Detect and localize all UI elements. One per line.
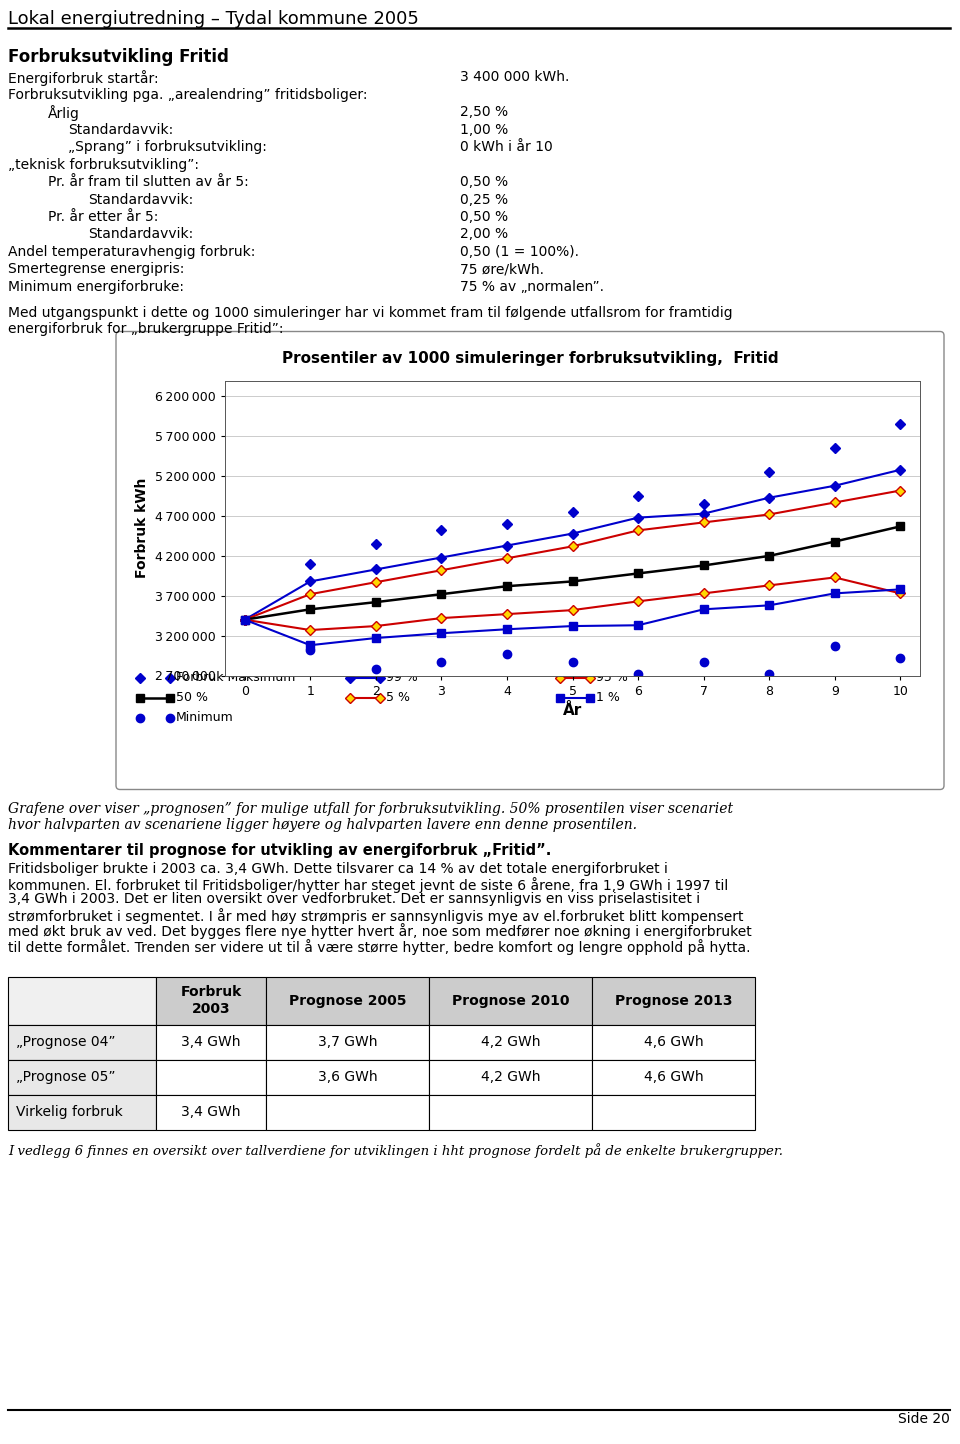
- Text: 3 400 000 kWh.: 3 400 000 kWh.: [460, 69, 569, 84]
- Text: 75 % av „normalen”.: 75 % av „normalen”.: [460, 280, 604, 295]
- Text: 3,4 GWh i 2003. Det er liten oversikt over vedforbruket. Det er sannsynligvis en: 3,4 GWh i 2003. Det er liten oversikt ov…: [8, 892, 700, 907]
- Text: Andel temperaturavhengig forbruk:: Andel temperaturavhengig forbruk:: [8, 245, 255, 258]
- Text: 75 øre/kWh.: 75 øre/kWh.: [460, 263, 544, 276]
- Text: Side 20: Side 20: [899, 1412, 950, 1427]
- Text: 0,50 %: 0,50 %: [460, 209, 508, 224]
- Y-axis label: Forbruk kWh: Forbruk kWh: [135, 478, 150, 578]
- Text: Årlig: Årlig: [48, 105, 80, 121]
- Text: 3,6 GWh: 3,6 GWh: [318, 1070, 377, 1084]
- Text: 1 %: 1 %: [596, 692, 620, 705]
- Bar: [429, 1095, 592, 1129]
- Text: 3,4 GWh: 3,4 GWh: [181, 1035, 241, 1048]
- Bar: [8, 1024, 156, 1060]
- Text: Kommentarer til prognose for utvikling av energiforbruk „Fritid”.: Kommentarer til prognose for utvikling a…: [8, 843, 551, 859]
- Bar: [429, 976, 592, 1024]
- Text: 0,50 (1 = 100%).: 0,50 (1 = 100%).: [460, 245, 579, 258]
- Text: „teknisk forbruksutvikling”:: „teknisk forbruksutvikling”:: [8, 157, 199, 172]
- Text: til dette formålet. Trenden ser videre ut til å være større hytter, bedre komfor: til dette formålet. Trenden ser videre u…: [8, 939, 751, 954]
- Bar: [592, 1024, 755, 1060]
- Text: 50 %: 50 %: [176, 692, 208, 705]
- Bar: [266, 1024, 429, 1060]
- Bar: [8, 1095, 156, 1129]
- Text: Minimum: Minimum: [176, 710, 233, 723]
- Text: 2,50 %: 2,50 %: [460, 105, 508, 118]
- Text: 4,2 GWh: 4,2 GWh: [481, 1070, 540, 1084]
- Bar: [266, 1095, 429, 1129]
- Text: Smertegrense energipris:: Smertegrense energipris:: [8, 263, 184, 276]
- Text: 3,7 GWh: 3,7 GWh: [318, 1035, 377, 1048]
- Text: I vedlegg 6 finnes en oversikt over tallverdiene for utviklingen i hht prognose : I vedlegg 6 finnes en oversikt over tall…: [8, 1144, 783, 1158]
- Text: Forbruksutvikling Fritid: Forbruksutvikling Fritid: [8, 48, 228, 66]
- Text: 5 %: 5 %: [386, 692, 410, 705]
- Bar: [429, 1060, 592, 1095]
- Text: Energiforbruk startår:: Energiforbruk startår:: [8, 69, 158, 87]
- Text: 95 %: 95 %: [596, 671, 628, 684]
- Text: 0 kWh i år 10: 0 kWh i år 10: [460, 140, 553, 155]
- Bar: [592, 1095, 755, 1129]
- Text: 2,00 %: 2,00 %: [460, 228, 508, 241]
- Bar: [8, 1060, 156, 1095]
- Bar: [156, 1095, 266, 1129]
- Text: Minimum energiforbruke:: Minimum energiforbruke:: [8, 280, 184, 295]
- Text: Med utgangspunkt i dette og 1000 simuleringer har vi kommet fram til følgende ut: Med utgangspunkt i dette og 1000 simuler…: [8, 306, 732, 319]
- Text: hvor halvparten av scenariene ligger høyere og halvparten lavere enn denne prose: hvor halvparten av scenariene ligger høy…: [8, 817, 637, 832]
- Text: 0,25 %: 0,25 %: [460, 192, 508, 206]
- Bar: [266, 976, 429, 1024]
- Bar: [429, 1024, 592, 1060]
- X-axis label: År: År: [563, 703, 582, 718]
- Text: Fritidsboliger brukte i 2003 ca. 3,4 GWh. Dette tilsvarer ca 14 % av det totale : Fritidsboliger brukte i 2003 ca. 3,4 GWh…: [8, 862, 668, 875]
- Bar: [592, 976, 755, 1024]
- Text: Pr. år fram til slutten av år 5:: Pr. år fram til slutten av år 5:: [48, 175, 249, 189]
- Text: Standardavvik:: Standardavvik:: [88, 192, 193, 206]
- Text: Standardavvik:: Standardavvik:: [68, 123, 173, 137]
- Text: 1,00 %: 1,00 %: [460, 123, 508, 137]
- Text: Forbruksutvikling pga. „arealendring” fritidsboliger:: Forbruksutvikling pga. „arealendring” fr…: [8, 88, 368, 101]
- Bar: [156, 976, 266, 1024]
- Text: strømforbruket i segmentet. I år med høy strømpris er sannsynligvis mye av el.fo: strømforbruket i segmentet. I år med høy…: [8, 908, 743, 924]
- Bar: [8, 976, 156, 1024]
- Bar: [156, 1060, 266, 1095]
- Text: Prognose 2005: Prognose 2005: [289, 993, 406, 1008]
- Text: Prognose 2013: Prognose 2013: [614, 993, 732, 1008]
- Bar: [156, 1024, 266, 1060]
- Bar: [592, 1060, 755, 1095]
- Text: „Prognose 04”: „Prognose 04”: [16, 1035, 115, 1048]
- Bar: [266, 1060, 429, 1095]
- Text: Standardavvik:: Standardavvik:: [88, 228, 193, 241]
- Text: Pr. år etter år 5:: Pr. år etter år 5:: [48, 209, 158, 224]
- Text: kommunen. El. forbruket til Fritidsboliger/hytter har steget jevnt de siste 6 år: kommunen. El. forbruket til Fritidsbolig…: [8, 877, 729, 892]
- Text: 0,50 %: 0,50 %: [460, 175, 508, 189]
- Text: Lokal energiutredning – Tydal kommune 2005: Lokal energiutredning – Tydal kommune 20…: [8, 10, 419, 27]
- Text: med økt bruk av ved. Det bygges flere nye hytter hvert år, noe som medfører noe : med økt bruk av ved. Det bygges flere ny…: [8, 924, 752, 940]
- Text: „Prognose 05”: „Prognose 05”: [16, 1070, 115, 1084]
- Text: Forbruk Maksimum: Forbruk Maksimum: [176, 671, 296, 684]
- Text: „Sprang” i forbruksutvikling:: „Sprang” i forbruksutvikling:: [68, 140, 267, 155]
- Text: 99 %: 99 %: [386, 671, 418, 684]
- Text: energiforbruk for „brukergruppe Fritid”:: energiforbruk for „brukergruppe Fritid”:: [8, 322, 283, 335]
- Text: Prosentiler av 1000 simuleringer forbruksutvikling,  Fritid: Prosentiler av 1000 simuleringer forbruk…: [281, 351, 779, 367]
- Text: 4,6 GWh: 4,6 GWh: [644, 1070, 704, 1084]
- Text: 4,2 GWh: 4,2 GWh: [481, 1035, 540, 1048]
- Text: Prognose 2010: Prognose 2010: [452, 993, 569, 1008]
- Text: Virkelig forbruk: Virkelig forbruk: [16, 1105, 123, 1119]
- FancyBboxPatch shape: [116, 332, 944, 790]
- Text: 3,4 GWh: 3,4 GWh: [181, 1105, 241, 1119]
- Text: 4,6 GWh: 4,6 GWh: [644, 1035, 704, 1048]
- Text: Forbruk
2003: Forbruk 2003: [180, 985, 242, 1015]
- Text: Grafene over viser „prognosen” for mulige utfall for forbruksutvikling. 50% pros: Grafene over viser „prognosen” for mulig…: [8, 801, 733, 816]
